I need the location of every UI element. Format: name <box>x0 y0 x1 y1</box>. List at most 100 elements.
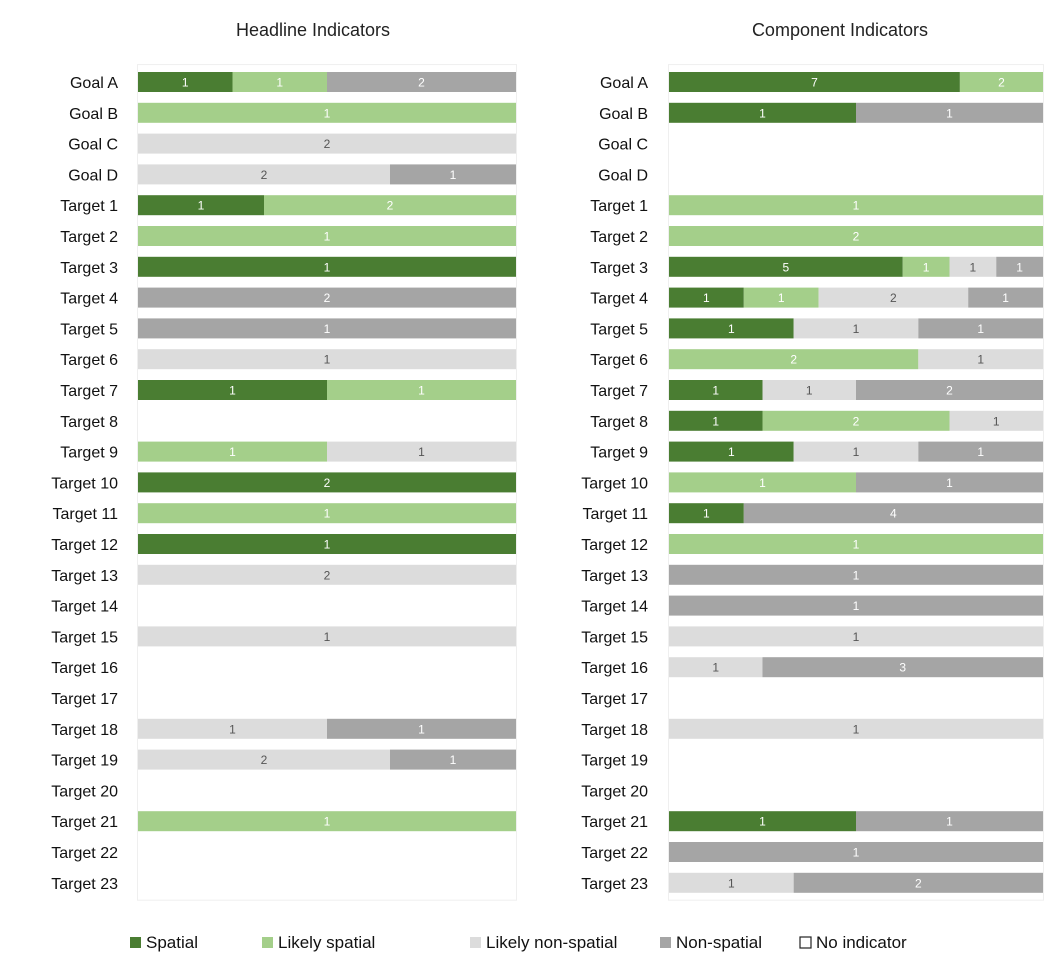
legend-swatch-likely-spatial <box>262 937 273 948</box>
bar-segment-likely-non-spatial <box>138 749 390 770</box>
bar-segment-non-spatial <box>918 318 1043 339</box>
data-label: 1 <box>418 384 425 398</box>
data-label: 1 <box>853 322 860 336</box>
bar-segment-spatial <box>138 380 327 400</box>
bar-segment-non-spatial <box>327 72 516 92</box>
bar-segment-likely-non-spatial <box>793 318 919 339</box>
category-label: Target 15 <box>581 629 648 646</box>
legend-label-spatial: Spatial <box>146 933 198 952</box>
category-label: Target 13 <box>581 568 648 585</box>
legend-label-likely-spatial: Likely spatial <box>278 933 375 952</box>
category-label: Target 18 <box>51 722 118 739</box>
data-label: 1 <box>324 815 331 829</box>
category-label: Target 7 <box>590 383 648 400</box>
bar-segment-likely-non-spatial <box>138 349 516 370</box>
category-label: Goal B <box>599 106 648 123</box>
category-label: Target 15 <box>51 629 118 646</box>
bar-segment-spatial <box>669 102 856 123</box>
bar-segment-non-spatial <box>856 102 1043 123</box>
data-label: 2 <box>853 414 860 428</box>
category-label: Target 20 <box>581 783 648 800</box>
bar-segment-likely-spatial <box>959 72 1043 92</box>
data-label: 1 <box>182 76 189 90</box>
category-label: Target 10 <box>51 475 118 492</box>
category-label: Target 11 <box>582 506 648 523</box>
bar-segment-non-spatial <box>856 380 1043 400</box>
bar-segment-likely-spatial <box>669 226 1043 246</box>
data-label: 1 <box>324 106 331 120</box>
bar-segment-spatial <box>669 503 744 524</box>
category-label: Target 3 <box>60 260 118 277</box>
category-label: Target 22 <box>581 845 648 862</box>
category-label: Target 4 <box>60 291 118 308</box>
category-label: Target 5 <box>590 321 648 338</box>
bar-segment-likely-spatial <box>669 195 1043 216</box>
bar-segment-non-spatial <box>669 564 1043 585</box>
legend-swatch-no-indicator <box>799 936 812 949</box>
data-label: 2 <box>324 476 331 490</box>
category-label: Target 1 <box>60 198 118 215</box>
category-label: Target 23 <box>581 876 648 893</box>
data-label: 1 <box>977 322 984 336</box>
bar-segment-non-spatial <box>390 164 516 185</box>
category-label: Goal D <box>598 167 648 184</box>
data-label: 1 <box>324 322 331 336</box>
data-label: 1 <box>759 476 766 490</box>
category-label: Target 20 <box>51 783 118 800</box>
category-label: Target 16 <box>51 660 118 677</box>
category-label: Target 9 <box>60 445 118 462</box>
data-label: 5 <box>783 260 790 274</box>
category-label: Target 14 <box>581 599 648 616</box>
bar-segment-spatial <box>669 72 960 92</box>
bar-segment-likely-spatial <box>669 472 856 493</box>
data-label: 1 <box>806 384 813 398</box>
legend-swatch-spatial <box>130 937 141 948</box>
data-label: 1 <box>759 815 766 829</box>
bar-segment-spatial <box>138 256 516 277</box>
data-label: 1 <box>229 384 236 398</box>
category-label: Target 8 <box>590 414 648 431</box>
bar-segment-non-spatial <box>856 811 1043 832</box>
data-label: 1 <box>977 445 984 459</box>
data-label: 1 <box>853 599 860 613</box>
data-label: 1 <box>853 568 860 582</box>
bar-segment-likely-spatial <box>232 72 327 92</box>
data-label: 2 <box>261 753 268 767</box>
category-label: Target 13 <box>51 568 118 585</box>
category-label: Target 11 <box>52 506 118 523</box>
bar-segment-likely-non-spatial <box>138 564 516 585</box>
data-label: 1 <box>970 260 977 274</box>
bar-segment-likely-non-spatial <box>949 256 997 277</box>
category-label: Target 2 <box>590 229 648 246</box>
data-label: 1 <box>450 753 457 767</box>
bar-segment-likely-spatial <box>902 256 950 277</box>
data-label: 2 <box>418 76 425 90</box>
data-label: 1 <box>778 291 785 305</box>
bar-segment-spatial <box>138 72 233 92</box>
data-label: 2 <box>998 76 1005 90</box>
bar-segment-spatial <box>669 318 794 339</box>
bar-segment-non-spatial <box>996 256 1043 277</box>
bar-segment-non-spatial <box>793 872 1043 893</box>
bar-segment-likely-non-spatial <box>669 626 1043 647</box>
category-label: Target 23 <box>51 876 118 893</box>
legend-label-likely-non-spatial: Likely non-spatial <box>486 933 617 952</box>
category-label: Target 14 <box>51 599 118 616</box>
data-label: 1 <box>853 538 860 552</box>
data-label: 1 <box>853 445 860 459</box>
data-label: 1 <box>977 353 984 367</box>
data-label: 1 <box>712 414 719 428</box>
data-label: 1 <box>703 507 710 521</box>
bar-segment-non-spatial <box>743 503 1043 524</box>
bar-segment-non-spatial <box>390 749 516 770</box>
category-label: Goal C <box>68 137 118 154</box>
data-label: 4 <box>890 507 897 521</box>
bar-segment-likely-non-spatial <box>138 164 390 185</box>
bar-segment-likely-non-spatial <box>669 872 794 893</box>
bar-segment-likely-spatial <box>138 441 327 462</box>
bar-segment-non-spatial <box>327 718 516 739</box>
bar-segment-likely-non-spatial <box>793 441 919 462</box>
category-label: Goal A <box>70 75 118 92</box>
category-label: Target 19 <box>51 753 118 770</box>
